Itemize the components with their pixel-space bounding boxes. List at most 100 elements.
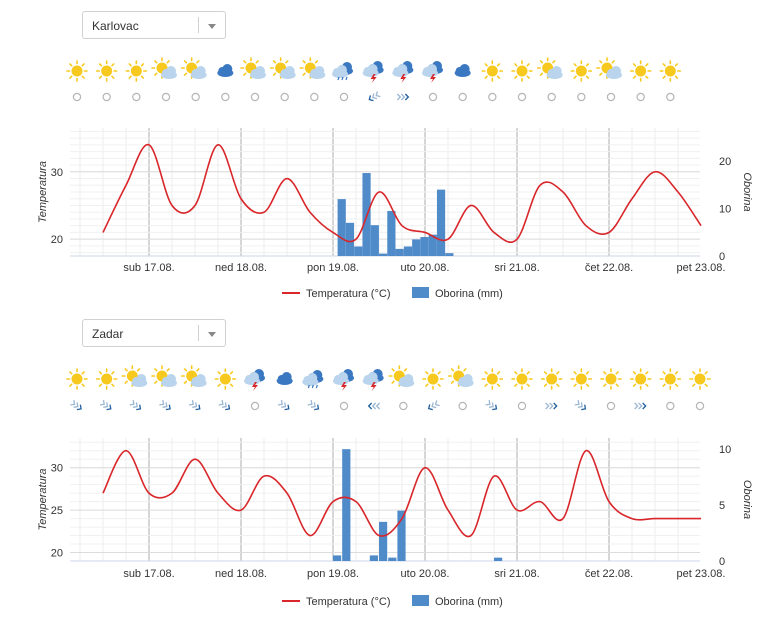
cloud-part	[362, 64, 379, 77]
legend-temperature-label: Temperatura (°C)	[306, 596, 390, 608]
thunderstorm-icon	[362, 369, 384, 391]
wind-chevron	[129, 399, 135, 406]
sun-ray	[484, 383, 488, 387]
sun-ray	[573, 75, 577, 79]
sun-ray	[229, 371, 234, 375]
sun-core	[635, 373, 647, 385]
sun-core	[101, 65, 113, 77]
wind-chevron	[431, 402, 437, 409]
cloud-part	[459, 64, 470, 74]
precipitation-bar	[379, 253, 388, 256]
precipitation-bar	[333, 555, 342, 561]
thunderstorm-icon	[333, 369, 354, 391]
sun-ray	[217, 383, 221, 387]
sun-ray	[437, 371, 441, 375]
wind-chevron	[375, 91, 381, 98]
sun-ray	[632, 383, 637, 387]
location-select-value: Karlovac	[92, 19, 139, 33]
sun-ray	[704, 371, 708, 375]
cloud-part	[546, 66, 563, 79]
sun-ray	[128, 75, 132, 79]
y-left-tick-label: 25	[51, 505, 63, 517]
sun-ray	[217, 371, 221, 375]
wind-ne-icon	[129, 399, 142, 411]
cloud-part	[333, 372, 349, 385]
precipitation-bar	[397, 510, 406, 561]
partly-cloudy-icon	[180, 365, 207, 387]
cloud-part	[190, 66, 207, 79]
sun-ray	[425, 371, 429, 375]
calm-wind-icon	[517, 401, 527, 411]
cloud-part	[217, 64, 234, 77]
cloud-part	[166, 66, 176, 76]
wind-chevron	[574, 399, 580, 406]
raindrop	[315, 384, 318, 389]
wind-nw-icon	[368, 91, 381, 102]
calm-wind-icon	[102, 92, 111, 102]
sun-ray	[599, 72, 603, 76]
y-left-axis-title: Temperatura	[37, 161, 49, 223]
chevron-down-icon[interactable]	[208, 332, 216, 337]
precipitation-bar	[387, 210, 396, 256]
sun-core	[101, 373, 113, 385]
sun-ray	[154, 368, 158, 372]
lightning-bolt	[400, 74, 407, 83]
sun-ray	[196, 60, 200, 64]
wind-chevron	[99, 399, 105, 406]
sun-ray	[543, 383, 548, 387]
partly-cloudy-icon	[447, 365, 474, 387]
sun-ray	[573, 63, 577, 67]
wind-chevron	[396, 93, 402, 101]
calm-wind-icon	[695, 401, 705, 411]
wind-chevron	[132, 402, 138, 408]
wind-chevron	[638, 402, 643, 410]
cloud-part	[195, 374, 206, 384]
sun-ray	[484, 371, 488, 375]
wind-w-icon	[367, 402, 381, 410]
sun-ray	[645, 371, 649, 375]
sun-ray	[543, 371, 548, 375]
temperature-line	[102, 449, 701, 538]
cloud-part	[276, 372, 293, 385]
wind-chevron	[375, 402, 381, 410]
precipitation-bar	[395, 248, 404, 256]
sun-ray	[81, 383, 85, 387]
x-tick-label: pet 23.08.	[677, 262, 726, 274]
wind-ne-icon	[99, 399, 112, 411]
sun-ray	[674, 371, 679, 375]
wind-chevron	[642, 402, 647, 410]
sun-ray	[645, 383, 649, 387]
thunderstorm-icon	[362, 61, 384, 83]
precipitation-bar	[337, 199, 346, 256]
sun-icon	[95, 368, 118, 390]
sun-core	[664, 373, 676, 385]
sun-ray	[573, 383, 577, 387]
y-right-tick-label: 20	[719, 156, 731, 168]
x-tick-label: čet 22.08.	[585, 262, 633, 274]
sun-icon	[422, 368, 444, 390]
sun-ray	[98, 75, 103, 79]
thunderstorm-icon	[392, 61, 414, 83]
location-select[interactable]: Zadar	[82, 319, 226, 347]
chevron-down-icon[interactable]	[208, 24, 216, 29]
calm-wind-icon	[132, 92, 141, 102]
wind-e-icon	[396, 93, 410, 101]
cloud-part	[161, 66, 177, 79]
sun-icon	[125, 60, 148, 82]
wind-chevron	[159, 399, 165, 406]
wind-chevron	[284, 404, 290, 411]
sun-ray	[391, 380, 395, 384]
weather-icon-row	[66, 57, 682, 83]
sun-ray	[585, 383, 590, 387]
sun-ray	[111, 63, 115, 67]
sun-ray	[556, 383, 560, 387]
sun-ray	[166, 60, 170, 64]
sun-ray	[585, 63, 590, 67]
lightning-bolt	[341, 382, 347, 391]
x-tick-label: sri 21.08.	[494, 568, 539, 580]
location-select[interactable]: Karlovac	[82, 11, 226, 39]
cloud-part	[161, 374, 177, 387]
legend: Temperatura (°C) Oborina (mm)	[282, 287, 503, 300]
sun-ray	[496, 371, 501, 375]
precipitation-bar	[354, 246, 363, 256]
